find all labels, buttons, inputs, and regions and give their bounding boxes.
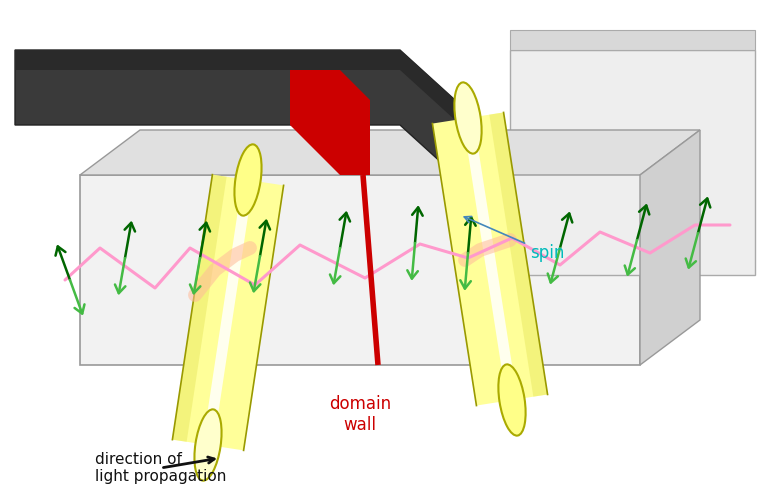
Text: direction of
light propagation: direction of light propagation	[95, 452, 226, 484]
Text: domain
wall: domain wall	[329, 395, 391, 434]
Ellipse shape	[454, 82, 482, 154]
Polygon shape	[432, 112, 547, 406]
Ellipse shape	[499, 365, 526, 436]
Polygon shape	[15, 50, 455, 120]
Polygon shape	[173, 174, 226, 442]
Text: spin: spin	[464, 217, 565, 262]
Polygon shape	[290, 50, 370, 175]
Polygon shape	[640, 130, 700, 365]
Polygon shape	[80, 175, 640, 365]
Polygon shape	[489, 112, 547, 397]
Polygon shape	[173, 174, 283, 450]
Polygon shape	[510, 30, 755, 50]
Ellipse shape	[195, 409, 222, 481]
Polygon shape	[510, 50, 755, 275]
Polygon shape	[463, 117, 518, 401]
Polygon shape	[203, 179, 253, 446]
Polygon shape	[80, 130, 700, 175]
Polygon shape	[15, 50, 455, 175]
Ellipse shape	[234, 145, 261, 216]
